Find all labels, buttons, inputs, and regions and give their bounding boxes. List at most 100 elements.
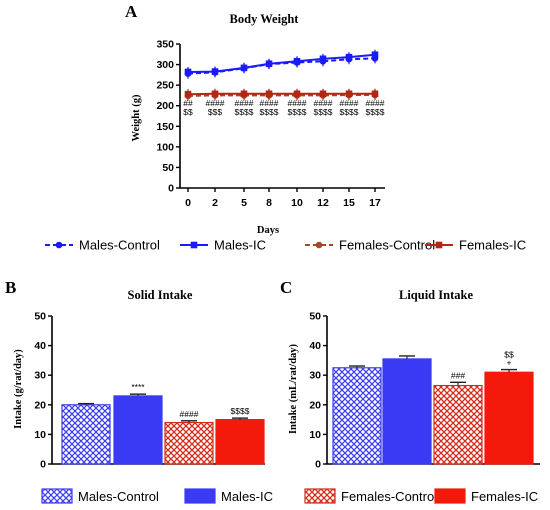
point-females-ic-2 xyxy=(211,90,219,98)
point-males-ic-17 xyxy=(371,51,379,58)
bar-group-c-females-control: ### xyxy=(433,370,483,465)
y-tick-label-a-300: 300 xyxy=(156,59,174,71)
chart-title-solid-intake: Solid Intake xyxy=(128,288,193,302)
bottom-legend-swatch-females-ic xyxy=(434,488,466,504)
annotation-hash-0: ## xyxy=(183,98,193,108)
y-tick-label-b-20: 20 xyxy=(34,399,46,411)
point-females-ic-15 xyxy=(345,90,353,98)
bottom-legend-label-males-ic: Males-IC xyxy=(221,489,273,504)
legend-label-a-females-control: Females-Control xyxy=(339,238,435,253)
bottom-legend-item-females-control: Females-Control xyxy=(304,488,437,504)
y-axis-label-b: Intake (g/rat/day) xyxy=(13,349,24,429)
bar-group-b-males-control xyxy=(61,402,111,465)
panel-c-liquid-intake: C Liquid Intake Intake (mL/rat/day) 0 10 2… xyxy=(280,278,540,471)
y-tick-label-c-40: 40 xyxy=(309,340,321,352)
series-males-ic xyxy=(184,49,379,77)
legend-a: Males-Control Males-IC Females-Control Fema… xyxy=(45,238,526,253)
y-tick-label-c-20: 20 xyxy=(309,399,321,411)
bottom-legend-item-males-control: Males-Control xyxy=(41,488,159,504)
bar-group-c-males-control xyxy=(332,365,382,465)
bottom-legend-swatch-males-control xyxy=(41,488,73,504)
bar-chart-b: 0 10 20 30 40 50 **** #### $$$$ xyxy=(34,311,265,471)
bar-b-females-control xyxy=(164,421,214,465)
data-label-c-females-ic-1: + xyxy=(507,358,512,368)
y-tick-label-a-0: 0 xyxy=(168,183,174,195)
bottom-legend: Males-Control Males-IC Females-Control Fema… xyxy=(41,488,538,504)
y-tick-label-c-0: 0 xyxy=(315,459,321,471)
y-tick-label-c-30: 30 xyxy=(309,370,321,382)
bar-c-males-control xyxy=(332,367,382,465)
annotation-dollar-10: $$$$ xyxy=(288,107,307,117)
series-lines-a xyxy=(184,49,379,101)
annotation-hash-17: #### xyxy=(366,98,385,108)
series-line-males-ic xyxy=(187,53,376,73)
point-females-ic-17 xyxy=(371,90,379,98)
panel-label-a: A xyxy=(125,2,138,21)
chart-title-body-weight: Body Weight xyxy=(230,12,300,26)
panel-label-b: B xyxy=(5,278,16,297)
point-males-ic-15 xyxy=(345,53,353,61)
annotation-hash-10: #### xyxy=(288,98,307,108)
annotation-dollar-0: $$ xyxy=(183,107,193,117)
y-tick-label-a-50: 50 xyxy=(162,162,174,174)
legend-item-a-females-control: Females-Control xyxy=(305,238,435,253)
data-label-c-females-control: ### xyxy=(451,370,465,380)
bar-group-c-males-ic xyxy=(382,355,432,465)
bottom-legend-item-males-ic: Males-IC xyxy=(184,488,273,504)
point-males-ic-8 xyxy=(265,60,273,68)
data-label-b-females-control: #### xyxy=(180,409,199,419)
legend-label-a-males-control: Males-Control xyxy=(79,238,160,253)
bar-chart-c: 0 10 20 30 40 50 ### $$+ xyxy=(309,311,540,471)
y-axis-label-a: Weight (g) xyxy=(131,94,142,141)
point-females-ic-0 xyxy=(184,90,192,98)
x-tick-label-a-15: 15 xyxy=(343,197,355,209)
bottom-legend-label-females-ic: Females-IC xyxy=(471,489,538,504)
y-ticks-a: 0 50 100 150 200 250 300 350 xyxy=(156,39,180,195)
bar-c-females-ic xyxy=(484,371,534,465)
annotation-hash-12: #### xyxy=(314,98,333,108)
bar-c-males-ic xyxy=(382,358,432,465)
bar-group-b-females-control: #### xyxy=(164,409,214,465)
bar-group-b-males-ic: **** xyxy=(113,382,163,465)
point-males-ic-0 xyxy=(184,68,192,76)
panel-b-solid-intake: B Solid Intake Intake (g/rat/day) 0 10 20 3… xyxy=(5,278,265,471)
y-tick-label-b-10: 10 xyxy=(34,429,46,441)
legend-item-a-males-control: Males-Control xyxy=(45,238,160,253)
x-tick-label-a-12: 12 xyxy=(317,197,329,209)
annotation-hash-15: #### xyxy=(340,98,359,108)
legend-marker-a-males-ic xyxy=(190,241,198,249)
legend-label-a-males-ic: Males-IC xyxy=(214,238,266,253)
annotation-dollar-5: $$$$ xyxy=(235,107,254,117)
annotation-hash-8: #### xyxy=(260,98,279,108)
x-tick-label-a-17: 17 xyxy=(369,197,381,209)
legend-item-a-females-ic: Females-IC xyxy=(425,238,526,253)
x-tick-label-a-0: 0 xyxy=(185,197,191,209)
y-tick-label-b-40: 40 xyxy=(34,340,46,352)
legend-marker-a-males-control xyxy=(55,241,63,249)
x-tick-label-a-8: 8 xyxy=(266,197,272,209)
bar-b-females-ic xyxy=(215,419,265,465)
point-males-ic-2 xyxy=(211,68,219,75)
bottom-legend-swatch-males-ic xyxy=(184,488,216,504)
annotation-hash-2: #### xyxy=(206,98,225,108)
bar-b-males-control xyxy=(61,404,111,465)
series-line-females-control xyxy=(187,94,375,97)
y-tick-label-a-200: 200 xyxy=(156,100,174,112)
bottom-legend-swatch-females-control xyxy=(304,488,336,504)
data-label-b-males-ic: **** xyxy=(131,382,145,392)
y-tick-label-a-350: 350 xyxy=(156,39,174,51)
bottom-legend-label-females-control: Females-Control xyxy=(341,489,437,504)
annotation-dollar-17: $$$$ xyxy=(366,107,385,117)
x-tick-label-a-5: 5 xyxy=(241,197,247,209)
x-ticks-a: 0 2 5 8 10 12 15 17 xyxy=(185,188,381,209)
annotation-dollar-12: $$$$ xyxy=(314,107,333,117)
point-males-ic-12 xyxy=(319,55,327,63)
x-tick-label-a-10: 10 xyxy=(291,197,303,209)
point-females-ic-5 xyxy=(240,90,248,98)
point-females-ic-12 xyxy=(319,90,327,98)
series-females-ic xyxy=(184,88,379,100)
panel-a-body-weight: A Body Weight 0 50 100 150 200 250 300 350 0 2 5 8… xyxy=(45,2,526,253)
data-label-b-females-ic: $$$$ xyxy=(231,406,250,416)
x-tick-label-a-2: 2 xyxy=(212,197,218,209)
